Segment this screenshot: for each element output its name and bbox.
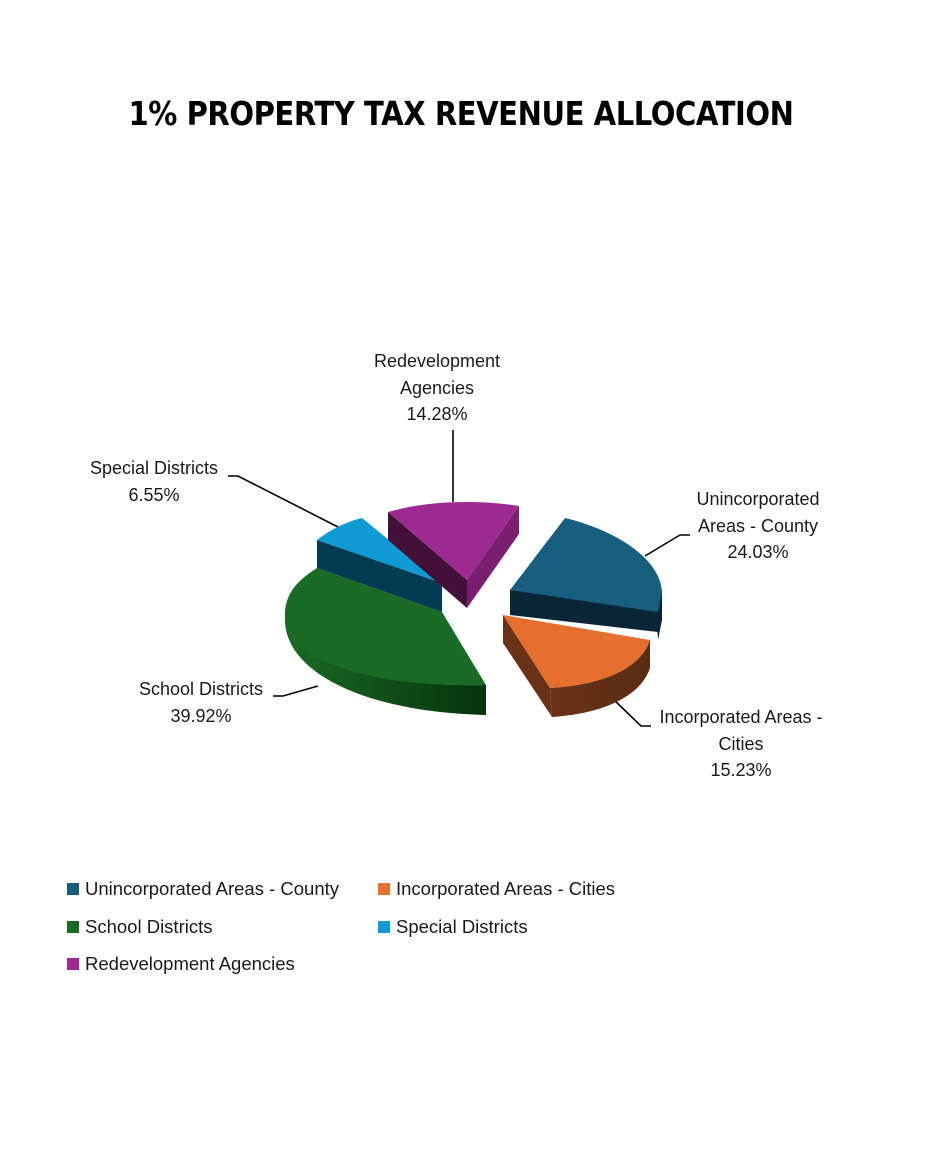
data-label-redevelopment-agencies: Redevelopment Agencies 14.28% [357,348,517,428]
label-line: Cities [718,733,764,754]
legend-swatch [378,921,390,933]
label-value: 15.23% [710,760,772,780]
data-label-incorporated-cities: Incorporated Areas - Cities 15.23% [646,704,836,784]
label-value: 24.03% [727,542,789,562]
label-line: School Districts [138,679,264,699]
legend-item-special-districts[interactable]: Special Districts [378,916,528,938]
legend-label: Unincorporated Areas - County [85,878,339,899]
legend-item-incorporated-cities[interactable]: Incorporated Areas - Cities [378,878,615,900]
label-line: Unincorporated [696,489,820,509]
slice-school-districts[interactable] [284,568,486,715]
legend-swatch [67,958,79,970]
leader-lines [228,430,690,727]
label-value: 14.28% [406,404,468,424]
legend-label: Redevelopment Agencies [85,953,295,974]
label-value: 6.55% [128,484,180,505]
legend-item-unincorporated-county[interactable]: Unincorporated Areas - County [67,878,339,900]
legend-label: Incorporated Areas - Cities [396,878,616,899]
legend-swatch [67,883,79,895]
slice-redevelopment-agencies[interactable] [388,502,519,608]
label-line: Redevelopment [373,351,501,371]
slice-special-districts[interactable] [317,518,442,612]
legend-item-redevelopment-agencies[interactable]: Redevelopment Agencies [67,953,295,975]
label-value: 39.92% [170,705,232,726]
label-line: Agencies [399,377,475,398]
legend-item-school-districts[interactable]: School Districts [67,916,212,938]
legend-label: Special Districts [396,916,528,937]
legend-swatch [378,883,390,895]
data-label-school-districts: School Districts 39.92% [126,676,276,729]
legend-label: School Districts [85,916,213,937]
slice-unincorporated-county[interactable] [510,518,662,640]
chart-title: 1% PROPERTY TAX REVENUE ALLOCATION [128,94,794,133]
label-line: Areas - County [697,515,819,536]
slice-incorporated-cities[interactable] [503,615,650,717]
data-label-special-districts: Special Districts 6.55% [78,455,230,508]
label-line: Incorporated Areas - [659,707,823,727]
data-label-unincorporated-county: Unincorporated Areas - County 24.03% [678,486,838,566]
label-line: Special Districts [89,458,219,478]
legend-swatch [67,921,79,933]
